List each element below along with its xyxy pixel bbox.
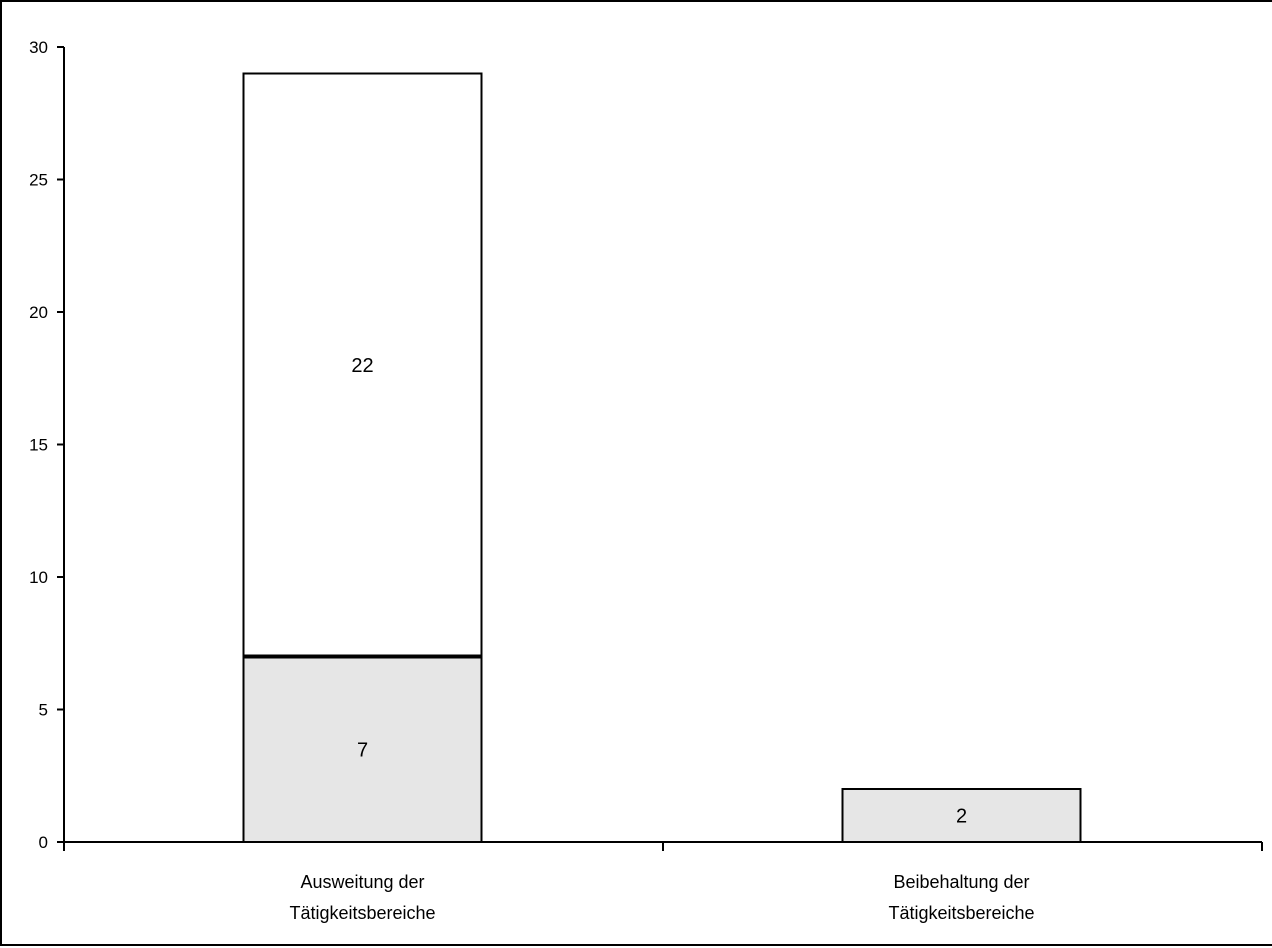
data-label: 22 (351, 355, 373, 377)
y-tick-label: 20 (29, 303, 48, 322)
y-tick-label: 15 (29, 436, 48, 455)
bar-segment (841, 788, 1082, 843)
y-tick-label: 25 (29, 171, 48, 190)
bar-segment (242, 655, 483, 843)
y-tick-label: 5 (39, 701, 48, 720)
y-tick-label: 30 (29, 38, 48, 57)
data-label: 7 (357, 739, 368, 761)
y-tick-label: 10 (29, 568, 48, 587)
bar-segment (242, 72, 483, 658)
x-category-label: Ausweitung der (300, 872, 424, 892)
x-category-label: Beibehaltung der (893, 872, 1029, 892)
x-category-label: Tätigkeitsbereiche (888, 903, 1034, 923)
data-label: 2 (956, 806, 967, 828)
x-category-label: Tätigkeitsbereiche (289, 903, 435, 923)
y-tick-label: 0 (39, 833, 48, 852)
